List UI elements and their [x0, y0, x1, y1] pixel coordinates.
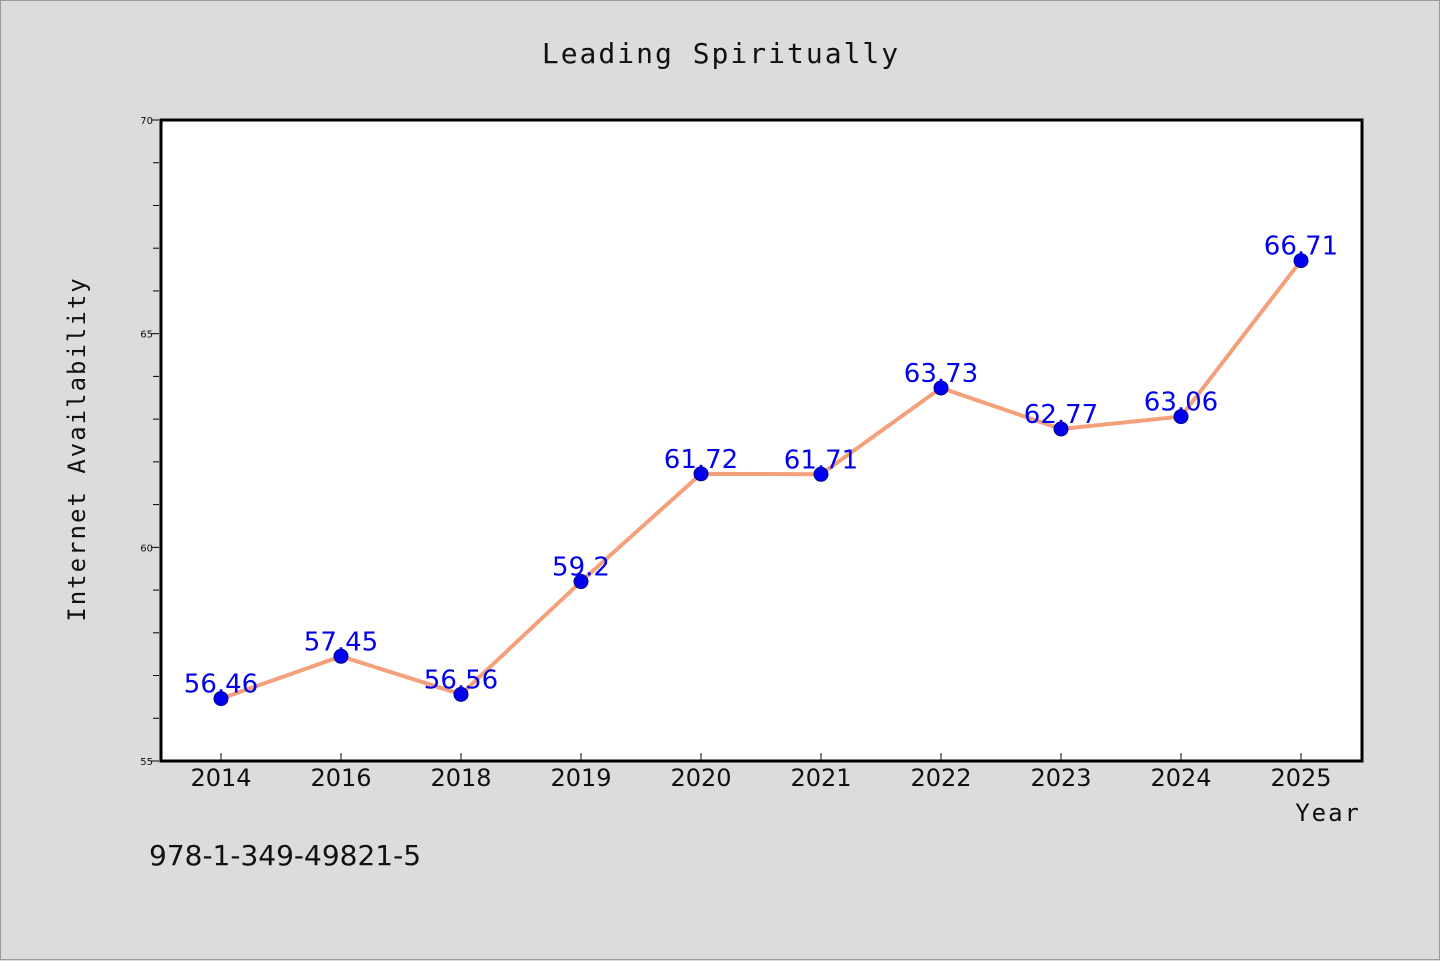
data-point — [333, 648, 349, 664]
data-point — [573, 574, 589, 590]
data-label: 56.56 — [424, 665, 498, 695]
data-label: 59.2 — [552, 553, 610, 583]
x-tick-label: 2018 — [430, 764, 491, 792]
series-line — [219, 258, 1303, 701]
chart-title: Leading Spiritually — [542, 37, 900, 70]
data-label: 56.46 — [184, 670, 258, 700]
x-tick-label: 2020 — [670, 764, 731, 792]
y-tick-label: 55 — [140, 757, 153, 768]
x-tick-label: 2022 — [910, 764, 971, 792]
data-label: 57.45 — [304, 627, 378, 657]
data-point — [213, 691, 229, 707]
x-tick-label: 2016 — [310, 764, 371, 792]
y-axis: 55 60 65 70 — [140, 116, 159, 768]
data-point — [1053, 421, 1069, 437]
y-tick-label: 65 — [140, 330, 153, 341]
data-label: 63.06 — [1144, 388, 1218, 418]
data-point — [1293, 253, 1309, 269]
data-point — [693, 466, 709, 482]
isbn-text: 978-1-349-49821-5 — [149, 839, 421, 872]
y-axis-label: Internet Availability — [63, 276, 91, 621]
data-label: 66.71 — [1264, 232, 1338, 262]
x-tick-label: 2024 — [1150, 764, 1211, 792]
x-tick-label: 2023 — [1030, 764, 1091, 792]
y-tick-label: 70 — [140, 116, 153, 127]
x-tick-label: 2025 — [1270, 764, 1331, 792]
data-point — [933, 380, 949, 396]
x-tick-label: 2021 — [790, 764, 851, 792]
data-point — [1173, 409, 1189, 425]
data-point — [813, 466, 829, 482]
data-label: 61.71 — [784, 445, 858, 475]
y-tick-label: 60 — [140, 543, 153, 554]
x-tick-label: 2014 — [190, 764, 251, 792]
series-layer: 56.46 57.45 56.56 59.2 61.72 61.71 63.73 62.77 6… — [184, 232, 1338, 707]
data-label: 61.72 — [664, 445, 738, 475]
x-axis-label: Year — [1295, 799, 1361, 827]
data-point — [453, 686, 469, 702]
data-label: 63.73 — [904, 359, 978, 389]
plot-area — [159, 118, 1364, 763]
data-label: 62.77 — [1024, 400, 1098, 430]
x-tick-label: 2019 — [550, 764, 611, 792]
x-axis: 2014 2016 2018 2019 2020 2021 2022 2023 2024 2025 — [190, 753, 1332, 792]
